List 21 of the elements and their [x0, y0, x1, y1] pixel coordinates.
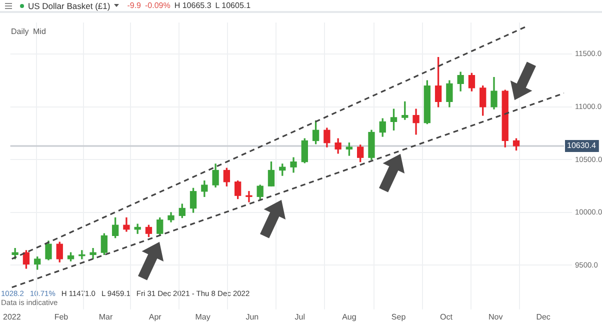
x-tick-label: Aug	[342, 312, 356, 322]
x-tick-label: Mar	[98, 312, 113, 322]
x-tick-label: 2022	[3, 312, 22, 322]
x-tick-label: Jun	[246, 312, 259, 322]
x-tick-label: Apr	[148, 312, 162, 322]
x-tick-label: May	[195, 312, 210, 322]
text: -0.09%	[145, 1, 170, 10]
x-tick-label: Dec	[536, 312, 550, 322]
ref-line-label: 10630.4	[567, 141, 596, 150]
text: H 10665.3	[174, 1, 212, 10]
x-tick-label: Nov	[488, 312, 503, 322]
x-tick-label: Sep	[391, 312, 406, 322]
candlestick	[246, 191, 252, 202]
x-tick-label: Oct	[440, 312, 454, 322]
annotation: Daily	[11, 27, 29, 36]
text: L 10605.1	[215, 1, 251, 10]
text: -9.9	[127, 1, 141, 10]
annotation: Mid	[33, 27, 46, 36]
x-tick-label: Jul	[294, 312, 306, 322]
x-tick-label: Feb	[54, 312, 69, 322]
chart-title: US Dollar Basket (£1)	[28, 0, 110, 10]
